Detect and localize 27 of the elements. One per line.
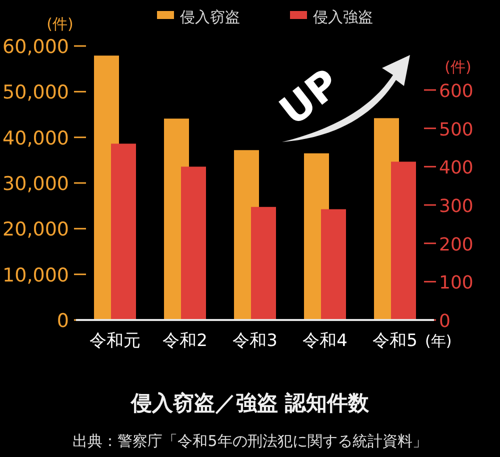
y-axis-title: (件) bbox=[46, 15, 74, 33]
y-tick-label: 60,000 bbox=[2, 36, 69, 58]
y2-tick-label: 300 bbox=[439, 196, 474, 217]
y-tick-label: 40,000 bbox=[2, 127, 69, 150]
y2-tick-label: 500 bbox=[439, 119, 474, 140]
y2-tick-label: 400 bbox=[439, 158, 474, 179]
x-tick-label: 令和4 bbox=[302, 331, 348, 351]
y2-tick-label: 200 bbox=[439, 234, 474, 256]
source-note: 出典：警察庁「令和5年の刑法犯に関する統計資料」 bbox=[72, 432, 428, 450]
text: 侵入窃盗／強盗 認知件数 bbox=[130, 391, 370, 415]
x-tick-label: 令和5 bbox=[372, 331, 418, 351]
y-tick-label: 20,000 bbox=[2, 218, 69, 241]
y2-tick-label: 0 bbox=[439, 311, 450, 332]
y-tick-label: 10,000 bbox=[2, 264, 69, 286]
y-tick-label: 0 bbox=[56, 310, 69, 332]
x-tick-label: 令和元 bbox=[90, 331, 140, 351]
legend-label: 侵入強盗 bbox=[313, 8, 373, 26]
annotation: UP bbox=[271, 60, 349, 135]
y-tick-label: 30,000 bbox=[2, 173, 69, 195]
y2-tick-label: 600 bbox=[439, 81, 474, 102]
x-axis-title: (年) bbox=[425, 332, 452, 350]
y-tick-label: 50,000 bbox=[2, 82, 69, 104]
y2-axis-title: (件) bbox=[444, 58, 472, 76]
x-tick-label: 令和3 bbox=[232, 331, 278, 351]
x-tick-label: 令和2 bbox=[162, 331, 208, 351]
legend-label: 侵入窃盗 bbox=[180, 8, 240, 26]
y2-tick-label: 100 bbox=[439, 272, 474, 294]
